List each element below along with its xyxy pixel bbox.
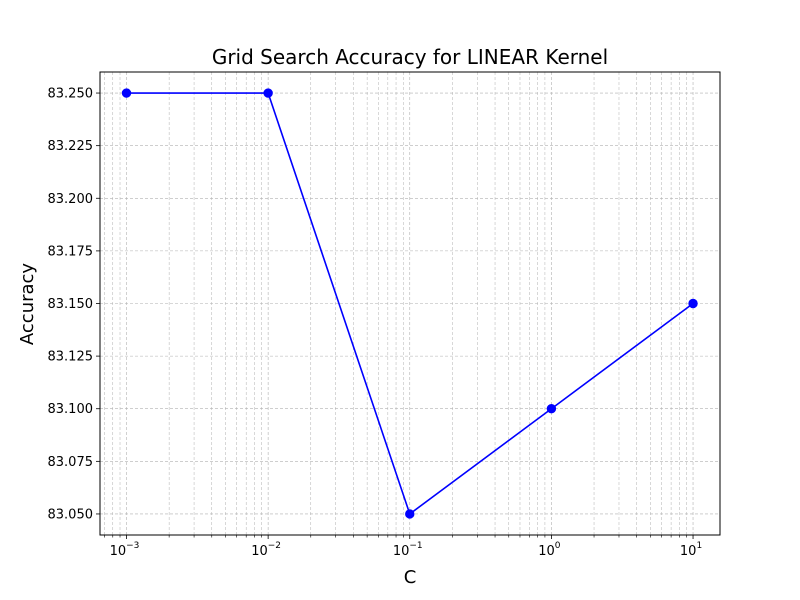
data-point-marker xyxy=(121,88,132,98)
y-tick-label: 83.125 xyxy=(48,350,94,365)
y-tick-label: 83.225 xyxy=(48,139,94,154)
x-tick-label: 10−1 xyxy=(393,541,423,559)
y-tick-label: 83.100 xyxy=(48,402,94,417)
chart-title: Grid Search Accuracy for LINEAR Kernel xyxy=(212,45,608,69)
x-tick-label: 101 xyxy=(680,541,702,559)
y-tick-label: 83.075 xyxy=(48,455,94,470)
x-axis-label: C xyxy=(404,567,417,588)
y-axis-label: Accuracy xyxy=(17,263,38,346)
y-tick-label: 83.150 xyxy=(48,297,94,312)
x-tick-label: 10−2 xyxy=(251,541,281,559)
x-axis-ticks: 10−3 10−2 10−1 100 101 xyxy=(104,535,702,559)
x-tick-label: 10−3 xyxy=(110,541,140,559)
y-tick-label: 83.200 xyxy=(48,192,94,207)
y-tick-label: 83.050 xyxy=(48,507,94,522)
x-tick-label: 100 xyxy=(538,541,561,559)
y-tick-label: 83.250 xyxy=(48,87,94,102)
y-tick-label: 83.175 xyxy=(48,244,94,259)
data-point-marker xyxy=(263,88,273,98)
data-point-marker xyxy=(546,404,557,414)
y-axis-ticks: 83.050 83.075 83.100 83.125 83.150 83.175 83.2… xyxy=(48,87,100,522)
major-gridlines xyxy=(100,72,720,535)
series-group xyxy=(121,88,698,519)
data-point-marker xyxy=(688,298,698,309)
data-point-marker xyxy=(405,509,415,519)
